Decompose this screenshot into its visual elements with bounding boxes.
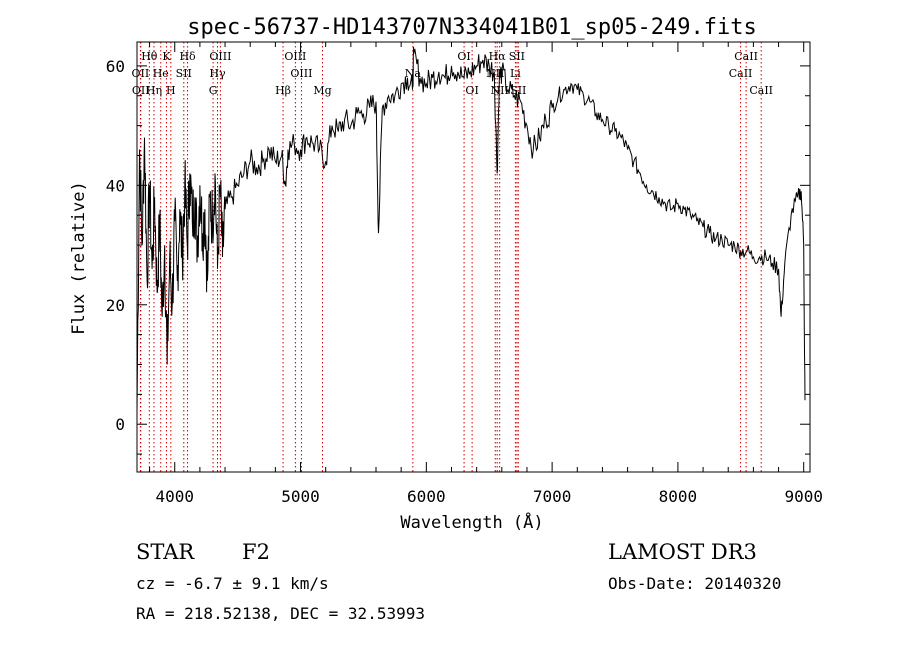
spectral-line-label: CaII [729, 67, 753, 80]
spectral-line-label: OII [132, 84, 150, 97]
observation-date: Obs-Date: 20140320 [608, 574, 782, 593]
spectral-line-label: H [166, 84, 176, 97]
spectral-line-label: Hβ [275, 84, 291, 97]
spectral-line-label: OI [465, 84, 478, 97]
spectral-line-label: OII [132, 67, 150, 80]
spectral-line-label: Hα [489, 50, 507, 63]
survey-name: LAMOST DR3 [608, 540, 757, 564]
spectral-line-label: Hδ [179, 50, 196, 63]
spectral-line-label: CaII [734, 50, 758, 63]
y-axis-label: Flux (relative) [69, 181, 89, 335]
spectral-line-label: Mg [313, 84, 331, 97]
spectral-line-label: Li [510, 67, 521, 80]
spectral-line-label: He [153, 67, 169, 80]
coordinates: RA = 218.52138, DEC = 32.53993 [136, 604, 425, 623]
spectral-line-label: SII [509, 50, 525, 63]
object-class: STAR [136, 540, 195, 564]
spectral-line-label: G [209, 84, 218, 97]
plot-frame [136, 41, 811, 473]
spectral-line-label: OI [457, 50, 470, 63]
x-tick-label: 5000 [281, 487, 320, 506]
object-subclass: F2 [242, 540, 270, 564]
spectral-line-label: Hθ [141, 50, 158, 63]
y-axis: 0 20 40 60 [106, 57, 810, 455]
x-tick-label: 6000 [407, 487, 446, 506]
spectral-line-label: Hγ [209, 67, 226, 80]
spectrum-line [136, 46, 806, 413]
spectral-line-label: OIII [209, 50, 231, 63]
x-tick-label: 4000 [155, 487, 194, 506]
y-tick-label: 20 [106, 296, 125, 315]
spectral-line-label: OIII [284, 50, 306, 63]
x-axis-label: Wavelength (Å) [400, 511, 543, 533]
redshift-cz: cz = -6.7 ± 9.1 km/s [136, 574, 329, 593]
y-tick-label: 0 [115, 415, 125, 434]
spectral-line-markers [139, 42, 762, 472]
chart-title: spec-56737-HD143707N334041B01_sp05-249.f… [187, 15, 757, 40]
y-tick-label: 40 [106, 176, 125, 195]
spectral-line-label: CaII [749, 84, 773, 97]
spectral-line-label: OIII [290, 67, 312, 80]
x-tick-label: 7000 [533, 487, 572, 506]
x-tick-label: 8000 [659, 487, 698, 506]
spectral-line-label: K [162, 50, 171, 63]
spectral-line-label: SII [176, 67, 192, 80]
spectral-line-label: SII [510, 84, 526, 97]
x-tick-label: 9000 [784, 487, 823, 506]
spectral-line-label: Hη [146, 84, 162, 97]
y-tick-label: 60 [106, 57, 125, 76]
x-axis: 4000 5000 6000 7000 8000 9000 [149, 42, 823, 506]
